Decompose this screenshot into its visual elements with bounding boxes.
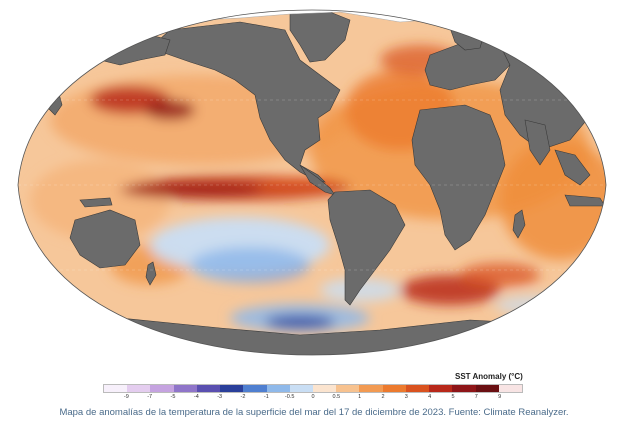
legend-title: SST Anomaly (°C)	[455, 372, 523, 381]
scale-tick-label: -7	[147, 394, 153, 400]
antarctica	[18, 317, 606, 355]
color-scale-bar	[103, 384, 523, 393]
africa	[411, 104, 506, 251]
scale-tick-label: -2	[240, 394, 246, 400]
scale-tick-label: -0.5	[284, 394, 295, 400]
scale-swatch	[312, 385, 337, 392]
globe-outline	[17, 9, 607, 356]
scale-swatch	[429, 385, 453, 392]
scale-tick-label: 0	[311, 394, 315, 400]
scale-tick-label: 0.5	[332, 394, 341, 400]
scale-tick-label: 2	[381, 394, 385, 400]
southeast-asia	[554, 149, 591, 186]
graticule	[18, 99, 606, 271]
scale-tick-label: 9	[498, 394, 502, 400]
scale-tick-label: 7	[474, 394, 478, 400]
scale-tick-label: -5	[170, 394, 176, 400]
scale-tick-label: -9	[123, 394, 129, 400]
scale-swatch	[405, 385, 430, 392]
scale-swatch	[196, 385, 221, 392]
scale-swatch	[359, 385, 383, 392]
new-guinea	[79, 197, 113, 208]
scale-swatch	[127, 385, 151, 392]
north-america	[149, 21, 341, 183]
scale-swatch	[452, 385, 476, 392]
new-zealand	[145, 261, 157, 286]
greenland	[289, 11, 351, 63]
scale-tick-label: 4	[428, 394, 432, 400]
scale-swatch	[220, 385, 244, 392]
scale-swatch	[173, 385, 197, 392]
scale-swatch	[498, 385, 522, 392]
scale-swatch	[266, 385, 290, 392]
scale-swatch	[243, 385, 267, 392]
scale-swatch	[336, 385, 360, 392]
figure-caption: Mapa de anomalías de la temperatura de l…	[59, 407, 569, 418]
south-america	[327, 189, 406, 306]
australia	[69, 209, 141, 269]
scale-tick-label: 5	[451, 394, 455, 400]
scale-tick-label: 3	[404, 394, 408, 400]
sst-anomaly-map	[17, 9, 607, 356]
scale-swatch	[289, 385, 313, 392]
scale-tick-label: -1	[263, 394, 269, 400]
scale-tick-label: -4	[193, 394, 199, 400]
scale-swatch	[150, 385, 174, 392]
scale-swatch	[382, 385, 406, 392]
scale-swatch	[104, 385, 128, 392]
india	[524, 119, 551, 166]
madagascar	[512, 209, 526, 239]
scale-tick-label: -3	[217, 394, 223, 400]
scale-swatch	[475, 385, 499, 392]
color-scale-ticks: -9 -7 -5 -4 -3 -2 -1 -0.5 0 0.5 1 2 3 4 5 7 9	[103, 394, 523, 404]
scale-tick-label: 1	[358, 394, 362, 400]
